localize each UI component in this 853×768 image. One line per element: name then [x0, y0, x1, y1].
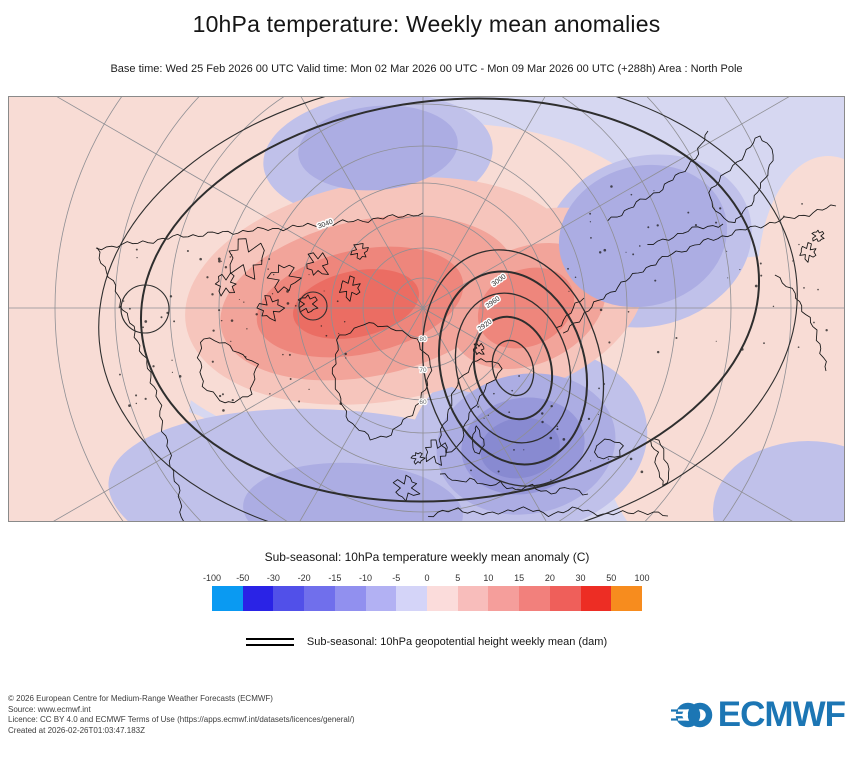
colorbar-segment — [549, 586, 581, 611]
colorbar-segment — [611, 586, 643, 611]
colorbar-tick-label: 15 — [514, 573, 525, 583]
contour-line-symbol — [245, 634, 294, 650]
colorbar-tick-label: 50 — [606, 573, 617, 583]
colorbar-segment — [334, 586, 366, 611]
colorbar-ticks: -100 -50 -30 -20 -15 -10 -5 0 5 10 15 20 30 50 100 — [203, 573, 650, 586]
colorbar-tick-label: 100 — [634, 573, 650, 583]
contour-legend: Sub-seasonal: 10hPa geopotential height … — [0, 634, 853, 650]
footer-line: Created at 2026-02-26T01:03:47.183Z — [8, 725, 145, 735]
footer: © 2026 European Centre for Medium-Range … — [8, 694, 846, 754]
footer-attribution: © 2026 European Centre for Medium-Range … — [8, 694, 845, 736]
coastlines — [95, 130, 837, 522]
colorbar-tick-label: -30 — [266, 573, 280, 583]
geopotential-height-contours — [98, 96, 798, 522]
contour-legend-label: Sub-seasonal: 10hPa geopotential height … — [306, 636, 608, 648]
colorbar-segment — [580, 586, 612, 611]
colorbar-tick-label: -20 — [297, 573, 311, 583]
colorbar-segment — [365, 586, 397, 611]
ecmwf-logo: ECMWF — [670, 695, 846, 735]
colorbar-tick-label: -5 — [392, 573, 401, 583]
temperature-anomaly-shading — [8, 96, 845, 522]
graticule — [8, 96, 845, 522]
colorbar-tick-label: -15 — [328, 573, 342, 583]
colorbar-segment — [273, 586, 305, 611]
colorbar-tick-label: -100 — [202, 573, 222, 583]
colorbar-segment — [304, 586, 335, 611]
colorbar-segment — [457, 586, 489, 611]
page-title: 10hPa temperature: Weekly mean anomalies — [192, 11, 661, 37]
ecmwf-logo-icon — [670, 702, 713, 728]
svg-text:70: 70 — [419, 367, 427, 374]
colorbar-tick-label: -10 — [359, 573, 373, 583]
colorbar-segment — [396, 586, 428, 611]
svg-text:60: 60 — [419, 399, 427, 406]
colorbar — [212, 586, 643, 611]
colorbar-tick-label: 10 — [483, 573, 494, 583]
footer-line: Licence: CC BY 4.0 and ECMWF Terms of Us… — [8, 715, 355, 724]
colorbar-legend: Sub-seasonal: 10hPa temperature weekly m… — [203, 550, 650, 611]
footer-line: © 2026 European Centre for Medium-Range … — [8, 694, 273, 703]
ecmwf-logo-text: ECMWF — [717, 695, 846, 734]
colorbar-tick-label: 5 — [455, 573, 461, 583]
colorbar-title: Sub-seasonal: 10hPa temperature weekly m… — [264, 550, 590, 564]
colorbar-segment — [212, 586, 243, 611]
colorbar-tick-label: 20 — [544, 573, 555, 583]
anomaly-map: 2920 2960 3000 3040 80 70 60 — [8, 96, 845, 522]
colorbar-tick-label: 30 — [575, 573, 586, 583]
chart-subtitle: Base time: Wed 25 Feb 2026 00 UTC Valid … — [110, 63, 743, 75]
latitude-labels: 80 70 60 — [418, 335, 428, 408]
svg-text:80: 80 — [419, 336, 427, 343]
lakes-islands-speckles — [118, 185, 828, 481]
map-border — [8, 96, 845, 522]
colorbar-tick-label: 0 — [424, 573, 430, 583]
colorbar-segment — [519, 586, 550, 611]
colorbar-segment — [488, 586, 520, 611]
footer-line: Source: www.ecmwf.int — [8, 704, 91, 714]
colorbar-tick-label: -50 — [236, 573, 250, 583]
colorbar-segment — [427, 586, 458, 611]
colorbar-segment — [242, 586, 274, 611]
